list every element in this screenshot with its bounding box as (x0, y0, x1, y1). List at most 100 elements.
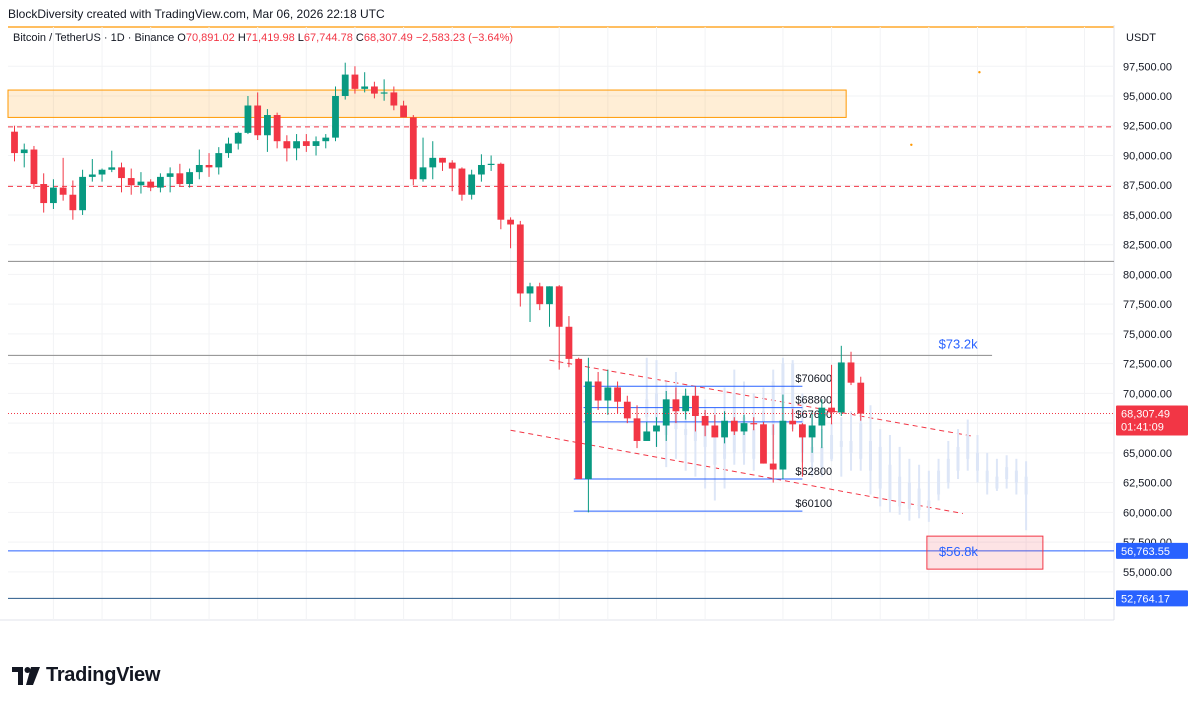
candle-body[interactable] (205, 164, 213, 168)
candle-body[interactable] (361, 86, 369, 89)
candle-body[interactable] (847, 362, 855, 383)
candle-body[interactable] (147, 181, 155, 188)
candle-body[interactable] (575, 358, 583, 480)
candle-body[interactable] (20, 149, 28, 154)
candle-body[interactable] (769, 463, 777, 470)
candle-body[interactable] (429, 157, 437, 168)
candle-body[interactable] (448, 162, 456, 169)
candle-body[interactable] (118, 167, 125, 179)
candle-body[interactable] (79, 176, 86, 211)
ghost-candle-body (820, 446, 824, 468)
candle-body[interactable] (477, 164, 485, 175)
candle-body[interactable] (98, 169, 106, 175)
candle-body[interactable] (390, 92, 398, 106)
candle-body[interactable] (828, 407, 835, 413)
candle-body[interactable] (50, 187, 57, 204)
candle-body[interactable] (283, 141, 291, 149)
candle-body[interactable] (789, 420, 797, 425)
candle-body[interactable] (565, 326, 573, 359)
candle-body[interactable] (264, 115, 271, 136)
candle-body[interactable] (293, 141, 300, 149)
candle-body[interactable] (555, 286, 563, 327)
candle-body[interactable] (157, 176, 164, 188)
candle-body[interactable] (409, 117, 417, 180)
candle-body[interactable] (234, 132, 242, 144)
candle-body[interactable] (623, 401, 631, 419)
candle-body[interactable] (215, 153, 223, 168)
candle-body[interactable] (127, 178, 135, 186)
candle-body[interactable] (584, 381, 592, 480)
y-tick-label: 55,000.00 (1123, 567, 1172, 579)
candle-body[interactable] (643, 431, 651, 441)
candle-body[interactable] (40, 184, 48, 204)
candle-body[interactable] (186, 172, 193, 185)
candle-body[interactable] (312, 141, 320, 146)
tradingview-brand[interactable]: TradingView (12, 664, 160, 687)
candle-body[interactable] (370, 86, 378, 94)
ghost-candle-body (849, 440, 853, 453)
candle-body[interactable] (400, 105, 407, 118)
candle-body[interactable] (682, 395, 690, 412)
candle-body[interactable] (341, 74, 349, 96)
candle-body[interactable] (225, 143, 232, 154)
candle-body[interactable] (88, 174, 96, 177)
candle-body[interactable] (750, 423, 758, 425)
candle-body[interactable] (672, 399, 680, 412)
ghost-candle-body (898, 476, 902, 507)
candle-body[interactable] (546, 286, 553, 305)
candle-body[interactable] (760, 424, 767, 464)
candle-body[interactable] (458, 168, 466, 195)
candle-body[interactable] (526, 286, 534, 294)
candle-body[interactable] (711, 425, 719, 438)
candlestick-chart[interactable]: 55,000.0057,500.0060,000.0062,500.0065,0… (0, 25, 1200, 630)
candle-body[interactable] (487, 163, 495, 165)
candle-body[interactable] (195, 164, 203, 173)
candle-body[interactable] (837, 362, 845, 413)
candle-body[interactable] (302, 141, 310, 146)
candle-body[interactable] (11, 131, 18, 154)
candle-body[interactable] (614, 387, 621, 402)
candle-body[interactable] (594, 381, 602, 401)
candle-body[interactable] (273, 115, 281, 142)
candle-body[interactable] (721, 420, 728, 438)
candle-body[interactable] (69, 194, 77, 211)
candle-body[interactable] (166, 173, 174, 177)
candle-body[interactable] (662, 399, 670, 426)
candle-body[interactable] (419, 167, 427, 180)
candle-body[interactable] (30, 149, 38, 185)
candle-body[interactable] (857, 382, 865, 414)
candle-body[interactable] (497, 163, 505, 220)
support-zone-box[interactable] (926, 535, 1044, 570)
chart-frame[interactable]: 55,000.0057,500.0060,000.0062,500.0065,0… (0, 25, 1200, 630)
candle-body[interactable] (468, 174, 476, 195)
candle-body[interactable] (818, 407, 826, 426)
candle-body[interactable] (808, 425, 816, 438)
candle-body[interactable] (516, 224, 524, 294)
candle-body[interactable] (332, 95, 339, 138)
candle-body[interactable] (653, 425, 660, 432)
candle-body[interactable] (701, 415, 709, 426)
candle-body[interactable] (322, 137, 330, 142)
candle-body[interactable] (137, 181, 145, 186)
candle-body[interactable] (740, 423, 748, 432)
candle-body[interactable] (59, 187, 67, 195)
candle-body[interactable] (108, 167, 116, 170)
candle-body[interactable] (604, 387, 612, 401)
candle-body[interactable] (380, 92, 388, 94)
candle-body[interactable] (633, 418, 641, 441)
candle-body[interactable] (351, 74, 359, 89)
candle-body[interactable] (507, 219, 514, 225)
candle-body[interactable] (439, 157, 446, 163)
candle-body[interactable] (254, 105, 262, 136)
candle-body[interactable] (244, 105, 252, 133)
supply-zone[interactable] (7, 89, 847, 118)
ghost-candle-body (937, 470, 941, 495)
currency-label: USDT (1126, 32, 1156, 44)
ghost-candle-body (771, 381, 775, 436)
candle-body[interactable] (730, 420, 738, 432)
candle-body[interactable] (691, 395, 699, 416)
candle-body[interactable] (536, 286, 544, 305)
candle-body[interactable] (176, 173, 184, 185)
candle-body[interactable] (779, 420, 787, 470)
candle-body[interactable] (798, 424, 806, 438)
